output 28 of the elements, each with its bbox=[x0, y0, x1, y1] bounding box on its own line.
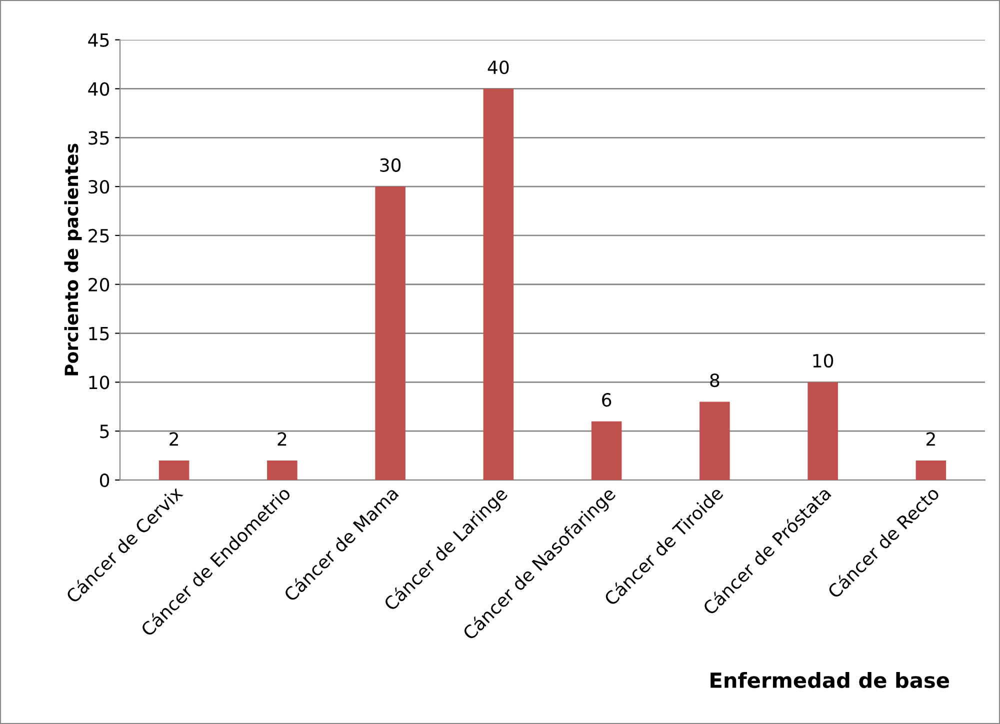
data-label: 2 bbox=[170, 432, 178, 446]
y-tick-label: 30 bbox=[88, 180, 110, 194]
data-label: 8 bbox=[710, 373, 720, 388]
bar bbox=[591, 421, 622, 480]
y-tick-label: 25 bbox=[88, 228, 109, 243]
bar bbox=[916, 460, 946, 480]
data-label: 2 bbox=[926, 432, 935, 446]
y-tick-label: 35 bbox=[88, 131, 109, 145]
data-label: 30 bbox=[380, 158, 401, 172]
y-tick-label: 0 bbox=[100, 473, 110, 488]
bar bbox=[808, 382, 838, 480]
y-tick-label: 10 bbox=[89, 376, 110, 390]
bar bbox=[158, 460, 190, 480]
bar bbox=[267, 460, 298, 480]
bar bbox=[375, 186, 406, 480]
x-axis-title: Enfermedad de base bbox=[710, 672, 949, 688]
y-tick-label: 15 bbox=[89, 326, 109, 340]
y-tick-label: 40 bbox=[88, 82, 110, 96]
bar bbox=[700, 402, 730, 480]
y-tick-label: 45 bbox=[88, 34, 109, 47]
data-label: 10 bbox=[813, 354, 834, 368]
data-label: 2 bbox=[278, 432, 286, 446]
y-tick-label: 5 bbox=[100, 424, 109, 438]
y-axis-title: Porciento de pacientes bbox=[64, 144, 82, 376]
y-tick-label: 20 bbox=[88, 278, 110, 292]
bar bbox=[483, 88, 514, 480]
data-label: 40 bbox=[488, 60, 509, 74]
data-label: 6 bbox=[602, 393, 612, 407]
